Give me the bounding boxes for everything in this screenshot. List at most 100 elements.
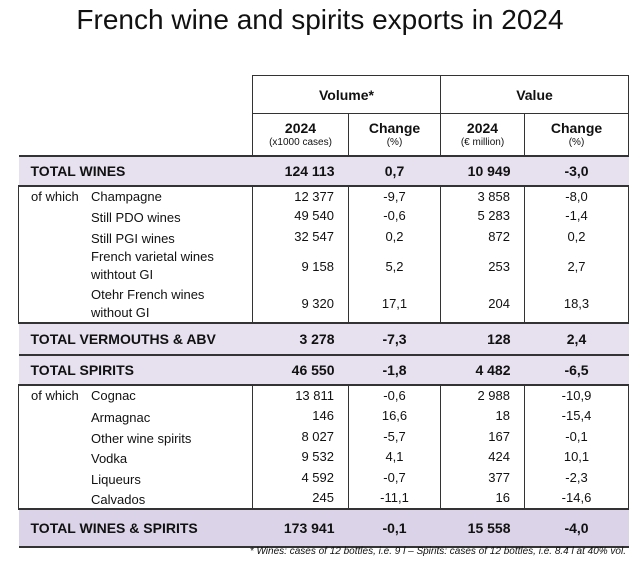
label-wrap: French varietal wines withtout GI — [31, 248, 214, 284]
row-label: Armagnac — [18, 404, 253, 426]
total-row: TOTAL VERMOUTHS & ABV 3 278 -7,3 128 2,4 — [18, 321, 629, 356]
row-label: TOTAL WINES & SPIRITS — [18, 507, 253, 548]
label: Still PGI wines — [91, 230, 175, 246]
row-label: French varietal wines withtout GI — [18, 246, 253, 286]
value-cell: 8 027 — [252, 425, 349, 447]
column-unit: (%) — [386, 136, 403, 148]
label: Other wine spirits — [91, 430, 192, 446]
value-cell: 18,3 — [524, 285, 629, 323]
value-cell: 13 811 — [252, 384, 349, 405]
group-header: Volume* — [252, 75, 441, 114]
row-label: of which Cognac — [18, 384, 253, 405]
value-cell: -7,3 — [348, 321, 441, 356]
value-cell: 5 283 — [440, 205, 525, 226]
detail-row: Calvados 245 -11,1 16 -14,6 — [18, 487, 629, 509]
column-label: Change — [550, 120, 603, 137]
value-cell: 16 — [440, 487, 525, 509]
empty-cell — [19, 76, 253, 114]
label: Champagne — [91, 188, 162, 204]
value-cell: 173 941 — [252, 507, 349, 548]
label-wrap: Still PDO wines — [31, 210, 181, 225]
value-cell: 377 — [440, 466, 525, 488]
table-body: Volume* Value 2024 (x1000 cases) Change (%) 20… — [18, 75, 629, 548]
label-wrap: Still PGI wines — [31, 231, 175, 246]
label: Armagnac — [91, 409, 151, 425]
detail-row: Vodka 9 532 4,1 424 10,1 — [18, 446, 629, 467]
value-cell: 18 — [440, 404, 525, 426]
total-row: TOTAL SPIRITS 46 550 -1,8 4 482 -6,5 — [18, 353, 629, 386]
detail-row: French varietal wines withtout GI 9 158 5,2… — [18, 246, 629, 286]
value-cell: -9,7 — [348, 185, 441, 206]
value-cell: 0,2 — [348, 225, 441, 247]
value-cell: -6,5 — [524, 353, 629, 386]
label: Calvados — [91, 492, 146, 508]
value-cell: 872 — [440, 225, 525, 247]
value-cell: 5,2 — [348, 246, 441, 286]
label: TOTAL WINES & SPIRITS — [30, 519, 198, 536]
column-unit: (%) — [568, 136, 585, 148]
label-wrap: of which Cognac — [31, 388, 136, 403]
label-wrap: Vodka — [31, 451, 127, 466]
value-cell: -1,8 — [348, 353, 441, 386]
value-cell: 4,1 — [348, 446, 441, 467]
value-cell: -3,0 — [524, 154, 629, 187]
column-label: 2024 — [284, 120, 317, 137]
value-cell: -2,3 — [524, 466, 629, 488]
label: Otehr French wines without GI — [91, 286, 204, 322]
value-cell: 128 — [440, 321, 525, 356]
label-wrap: of which Champagne — [31, 189, 162, 204]
value-cell: 0,7 — [348, 154, 441, 187]
detail-row: of which Cognac 13 811 -0,6 2 988 -10,9 — [18, 384, 629, 405]
detail-row: of which Champagne 12 377 -9,7 3 858 -8,0 — [18, 185, 629, 206]
value-cell: -5,7 — [348, 425, 441, 447]
value-cell: -14,6 — [524, 487, 629, 509]
label: TOTAL SPIRITS — [30, 361, 134, 378]
detail-row: Liqueurs 4 592 -0,7 377 -2,3 — [18, 466, 629, 488]
value-cell: -0,7 — [348, 466, 441, 488]
value-cell: 10 949 — [440, 154, 525, 187]
row-label: Calvados — [18, 487, 253, 509]
row-label: Still PDO wines — [18, 205, 253, 226]
value-cell: 12 377 — [252, 185, 349, 206]
row-label: Otehr French wines without GI — [18, 285, 253, 323]
subheader-row: 2024 (x1000 cases) Change (%) 2024 (€ million… — [19, 113, 629, 156]
column-header: Change (%) — [524, 113, 629, 156]
column-header: Change (%) — [348, 113, 441, 156]
value-cell: 124 113 — [252, 154, 349, 187]
detail-row: Armagnac 146 16,6 18 -15,4 — [18, 404, 629, 426]
value-cell: 4 592 — [252, 466, 349, 488]
detail-row: Otehr French wines without GI 9 320 17,1 204… — [18, 285, 629, 323]
detail-row: Still PGI wines 32 547 0,2 872 0,2 — [18, 225, 629, 247]
label-wrap: Other wine spirits — [31, 431, 191, 446]
value-cell: 49 540 — [252, 205, 349, 226]
value-cell: -0,1 — [348, 507, 441, 548]
label: Liqueurs — [91, 471, 141, 487]
label-wrap: Otehr French wines without GI — [31, 286, 204, 322]
export-table: Volume* Value 2024 (x1000 cases) Change (%) 20… — [18, 75, 629, 548]
empty-cell — [19, 114, 253, 156]
label: Still PDO wines — [91, 210, 181, 226]
column-header: 2024 (x1000 cases) — [252, 113, 349, 156]
value-cell: 9 320 — [252, 285, 349, 323]
value-cell: 167 — [440, 425, 525, 447]
header-row: Volume* Value — [19, 75, 629, 114]
value-cell: 146 — [252, 404, 349, 426]
label-line: French varietal wines — [91, 249, 214, 264]
value-cell: 4 482 — [440, 353, 525, 386]
prefix: of which — [31, 188, 79, 204]
label-line: without GI — [91, 304, 150, 320]
column-label: Change — [368, 120, 421, 137]
value-cell: -4,0 — [524, 507, 629, 548]
column-header: 2024 (€ million) — [440, 113, 525, 156]
value-cell: 10,1 — [524, 446, 629, 467]
row-label: of which Champagne — [18, 185, 253, 206]
label: Vodka — [91, 451, 128, 467]
value-cell: 15 558 — [440, 507, 525, 548]
value-cell: 17,1 — [348, 285, 441, 323]
value-cell: 2,4 — [524, 321, 629, 356]
label-wrap: Calvados — [31, 492, 145, 507]
row-label: Still PGI wines — [18, 225, 253, 247]
row-label: TOTAL VERMOUTHS & ABV — [18, 321, 253, 356]
